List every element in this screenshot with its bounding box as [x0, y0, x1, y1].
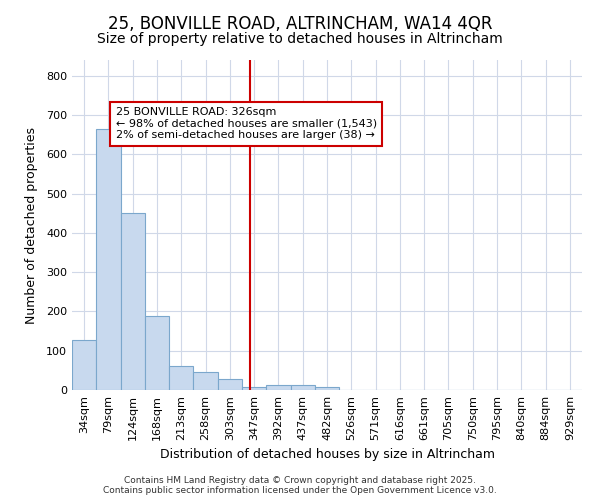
Text: 25, BONVILLE ROAD, ALTRINCHAM, WA14 4QR: 25, BONVILLE ROAD, ALTRINCHAM, WA14 4QR	[108, 15, 492, 33]
Bar	[121, 213, 145, 390]
Text: 25 BONVILLE ROAD: 326sqm
← 98% of detached houses are smaller (1,543)
2% of semi: 25 BONVILLE ROAD: 326sqm ← 98% of detach…	[116, 107, 377, 140]
Bar	[169, 366, 193, 390]
Bar	[242, 387, 266, 390]
Bar	[145, 316, 169, 390]
X-axis label: Distribution of detached houses by size in Altrincham: Distribution of detached houses by size …	[160, 448, 494, 462]
Bar	[266, 385, 290, 390]
Bar	[290, 385, 315, 390]
Bar	[315, 387, 339, 390]
Bar	[96, 128, 121, 390]
Bar	[72, 340, 96, 390]
Bar	[218, 380, 242, 390]
Text: Size of property relative to detached houses in Altrincham: Size of property relative to detached ho…	[97, 32, 503, 46]
Bar	[193, 372, 218, 390]
Y-axis label: Number of detached properties: Number of detached properties	[25, 126, 38, 324]
Text: Contains HM Land Registry data © Crown copyright and database right 2025.
Contai: Contains HM Land Registry data © Crown c…	[103, 476, 497, 495]
